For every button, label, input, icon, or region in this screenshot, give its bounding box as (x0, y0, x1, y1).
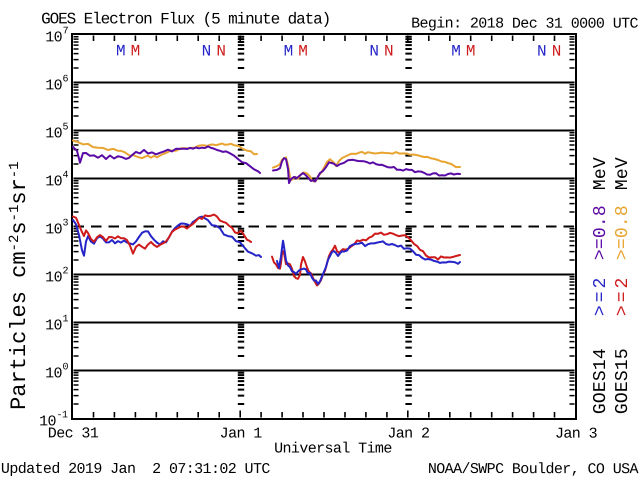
svg-text:N: N (537, 43, 547, 61)
svg-text:10: 10 (45, 269, 62, 286)
svg-text:-1: -1 (56, 410, 68, 421)
svg-text:4: 4 (63, 170, 69, 181)
svg-text:M: M (451, 43, 461, 61)
svg-text:GOES Electron Flux (5 minute d: GOES Electron Flux (5 minute data) (41, 10, 330, 28)
svg-text:M: M (284, 42, 294, 60)
svg-text:5: 5 (63, 122, 69, 133)
svg-text:>=2: >=2 (591, 275, 611, 316)
svg-text:10: 10 (39, 413, 56, 430)
svg-text:>=0.8: >=0.8 (613, 205, 633, 260)
svg-text:N: N (384, 43, 394, 61)
svg-text:Updated 2019 Jan 2 07:31:02 U: Updated 2019 Jan 2 07:31:02 UTC (1, 461, 270, 478)
svg-text:N: N (552, 43, 562, 61)
svg-text:M: M (116, 42, 126, 60)
svg-text:GOES14: GOES14 (591, 348, 611, 414)
svg-text:NOAA/SWPC Boulder, CO USA: NOAA/SWPC Boulder, CO USA (428, 461, 639, 478)
svg-text:Universal Time: Universal Time (274, 440, 392, 457)
svg-text:N: N (369, 43, 379, 61)
svg-text:Dec 31: Dec 31 (48, 425, 99, 442)
svg-text:0: 0 (62, 362, 68, 373)
svg-text:M: M (466, 43, 476, 61)
svg-text:10: 10 (45, 365, 62, 382)
svg-text:10: 10 (45, 221, 62, 238)
svg-text:Jan 2: Jan 2 (387, 426, 429, 443)
svg-text:10: 10 (45, 173, 62, 190)
svg-text:10: 10 (45, 317, 62, 334)
svg-text:3: 3 (63, 218, 69, 229)
svg-text:10: 10 (45, 29, 62, 46)
svg-text:6: 6 (63, 74, 69, 85)
svg-text:Jan 1: Jan 1 (220, 425, 263, 442)
svg-text:M: M (131, 42, 141, 60)
svg-text:GOES15: GOES15 (613, 348, 633, 414)
svg-text:Begin: 2018 Dec 31 0000 UTC: Begin: 2018 Dec 31 0000 UTC (411, 16, 638, 33)
svg-text:10: 10 (45, 125, 62, 142)
svg-text:M: M (298, 42, 308, 60)
svg-text:N: N (202, 42, 212, 60)
svg-text:Particles cm-2s-1sr-1: Particles cm-2s-1sr-1 (7, 161, 32, 409)
svg-text:N: N (216, 42, 226, 60)
svg-text:10: 10 (45, 77, 62, 94)
svg-text:2: 2 (62, 266, 68, 277)
svg-text:7: 7 (63, 26, 69, 37)
svg-text:MeV: MeV (613, 157, 633, 190)
svg-text:>=0.8: >=0.8 (591, 205, 611, 260)
svg-text:>=2: >=2 (613, 275, 633, 316)
svg-text:Jan 3: Jan 3 (555, 426, 598, 443)
svg-text:1: 1 (62, 314, 68, 325)
svg-text:MeV: MeV (591, 157, 611, 190)
